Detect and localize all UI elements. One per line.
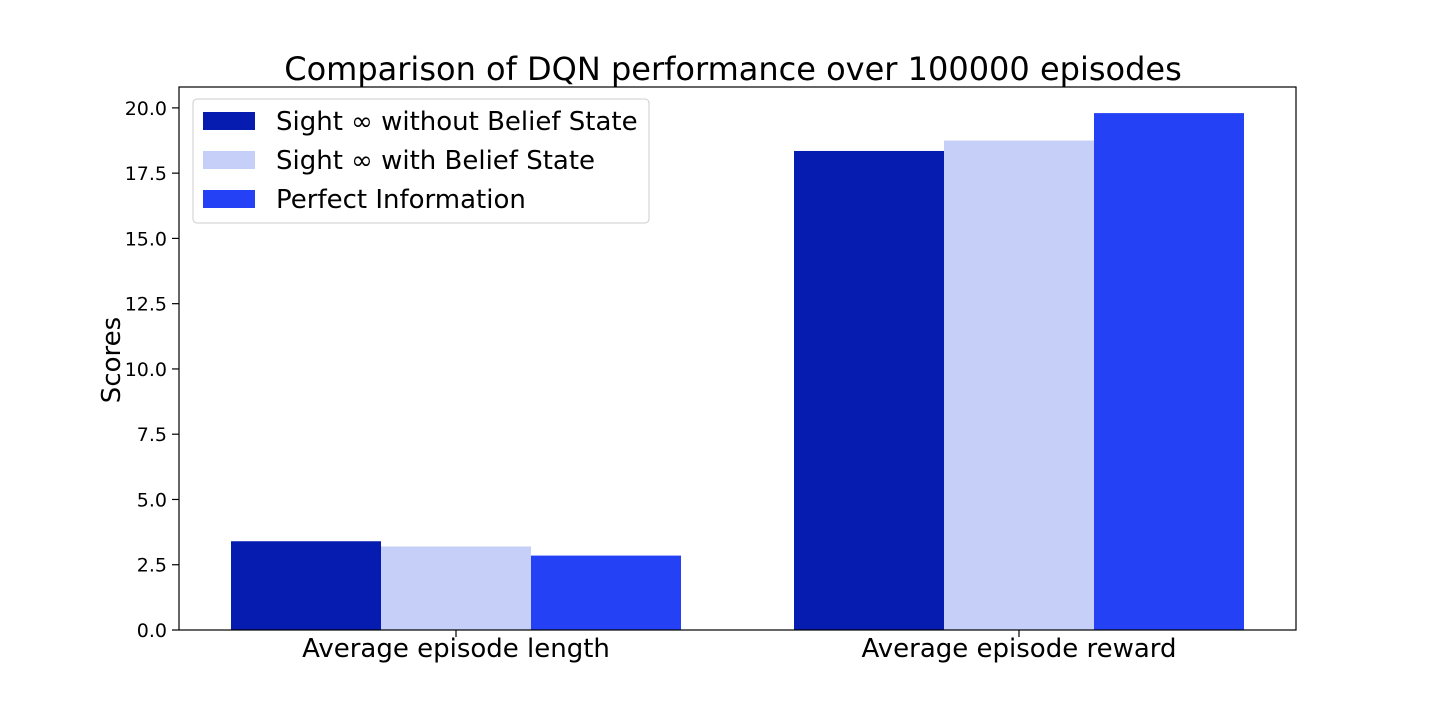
chart-title: Comparison of DQN performance over 10000… — [284, 50, 1182, 88]
y-tick-label: 17.5 — [125, 163, 167, 185]
y-tick-label: 12.5 — [125, 294, 167, 316]
bar-2-2 — [944, 140, 1094, 630]
y-tick-label: 7.5 — [137, 424, 167, 446]
bar-1-2 — [794, 150, 944, 630]
y-tick-label: 0.0 — [137, 620, 167, 642]
y-ticks-group: 0.0 2.5 5.0 7.5 10.0 12.5 15.0 17.5 20.0 — [125, 98, 179, 642]
bars-group — [231, 113, 1244, 630]
y-tick-label: 20.0 — [125, 98, 167, 120]
y-tick-label: 2.5 — [137, 555, 167, 577]
y-tick-label: 15.0 — [125, 228, 167, 250]
y-axis-label: Scores — [97, 317, 127, 403]
x-tick-label: Average episode reward — [861, 634, 1176, 664]
y-tick-label: 10.0 — [125, 359, 167, 381]
bar-3-2 — [1094, 113, 1244, 630]
legend-swatch-3 — [203, 190, 255, 208]
legend: Sight ∞ without Belief State Sight ∞ with… — [192, 98, 650, 224]
plot-frame — [178, 86, 1297, 631]
x-ticks-group: Average episode length Average episode re… — [302, 630, 1177, 664]
legend-label-2: Sight ∞ with Belief State — [276, 146, 595, 176]
legend-swatch-1 — [203, 112, 255, 130]
bar-3-1 — [531, 555, 681, 630]
bar-1-1 — [231, 541, 381, 630]
y-tick-label: 5.0 — [137, 489, 167, 511]
x-tick-label: Average episode length — [302, 634, 610, 664]
bar-2-1 — [381, 546, 531, 630]
legend-label-1: Sight ∞ without Belief State — [276, 107, 638, 137]
legend-swatch-2 — [203, 151, 255, 169]
legend-label-3: Perfect Information — [276, 185, 526, 215]
legend-box — [192, 98, 650, 224]
